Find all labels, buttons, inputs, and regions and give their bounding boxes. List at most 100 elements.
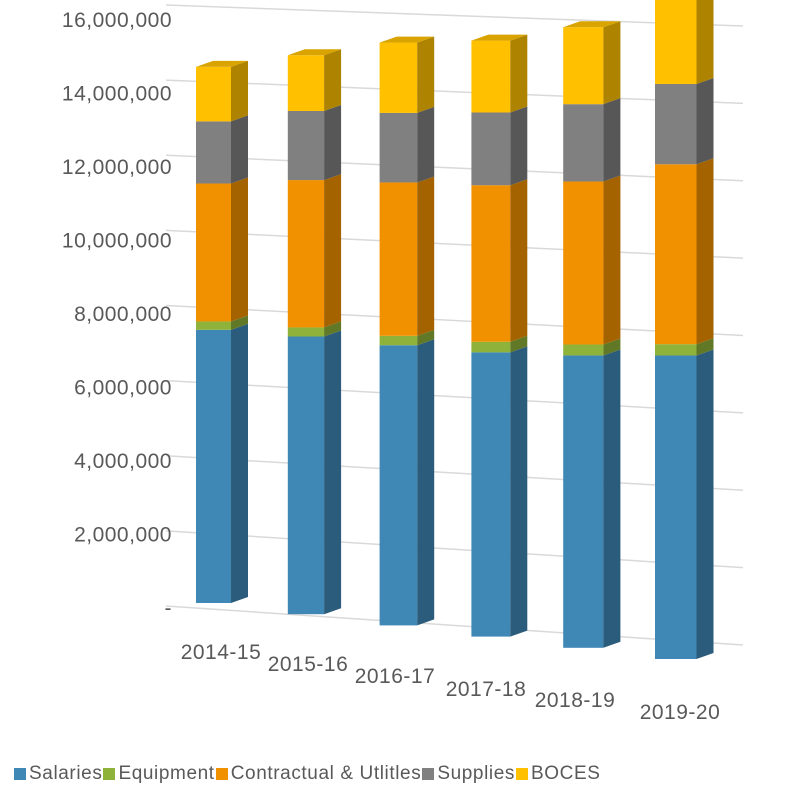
bar-side-face bbox=[603, 175, 621, 345]
bar-front-face bbox=[287, 327, 325, 337]
bar-segment-salaries bbox=[196, 323, 248, 603]
bar-side-face bbox=[324, 104, 342, 181]
bar-front-face bbox=[471, 352, 511, 637]
legend-swatch bbox=[14, 768, 26, 780]
bar-side-face bbox=[510, 346, 528, 637]
legend: Salaries Equipment Contractual & Utlitles S… bbox=[14, 762, 789, 786]
y-tick-label: 4,000,000 bbox=[74, 450, 172, 473]
bar-front-face bbox=[655, 344, 697, 356]
bar-side-face bbox=[231, 177, 248, 322]
y-tick-label: 2,000,000 bbox=[74, 524, 172, 547]
bar-side-face bbox=[417, 106, 435, 183]
bar-side-face bbox=[510, 34, 528, 113]
bar-2019-20 bbox=[655, 0, 714, 659]
legend-item-boces: BOCES bbox=[516, 763, 601, 785]
bar-segment-boces bbox=[287, 49, 342, 111]
bar-segment-boces bbox=[379, 36, 435, 113]
bar-segment-supplies bbox=[196, 115, 248, 184]
bar-front-face bbox=[287, 180, 325, 328]
bar-side-face bbox=[510, 335, 528, 353]
bar-side-face bbox=[231, 315, 248, 330]
bar-front-face bbox=[471, 341, 511, 353]
bar-segment-contractual-utlitles bbox=[471, 179, 528, 342]
x-axis-ticks: 2014-15 2015-16 2016-17 2017-18 2018-19 2019-… bbox=[181, 641, 720, 724]
bar-front-face bbox=[196, 321, 231, 330]
bar-segment-contractual-utlitles bbox=[287, 174, 342, 328]
bar-side-face bbox=[417, 176, 435, 336]
bar-side-face bbox=[231, 323, 248, 603]
x-tick-label: 2018-19 bbox=[535, 689, 616, 712]
legend-label: Contractual & Utlitles bbox=[230, 763, 422, 784]
bar-side-face bbox=[696, 338, 714, 356]
bar-segment-salaries bbox=[379, 339, 435, 626]
x-tick-label: 2016-17 bbox=[355, 665, 436, 688]
bar-front-face bbox=[196, 183, 231, 322]
legend-label: Salaries bbox=[29, 763, 103, 784]
bar-segment-supplies bbox=[379, 106, 435, 183]
bar-side-face bbox=[231, 115, 248, 184]
bar-front-face bbox=[196, 329, 231, 603]
bar-front-face bbox=[655, 355, 697, 659]
y-tick-label: - bbox=[165, 597, 173, 620]
bar-front-face bbox=[379, 182, 418, 336]
legend-item-contractual-utlitles: Contractual & Utlitles bbox=[215, 763, 422, 785]
bar-segment-salaries bbox=[471, 346, 528, 637]
bar-side-face bbox=[696, 349, 714, 659]
bar-segment-contractual-utlitles bbox=[655, 158, 714, 345]
bar-front-face bbox=[563, 344, 604, 356]
bar-front-face bbox=[196, 121, 231, 184]
y-tick-label: 6,000,000 bbox=[74, 377, 172, 400]
bar-side-face bbox=[510, 106, 528, 186]
bar-segment-boces bbox=[471, 34, 528, 113]
bar-segment-contractual-utlitles bbox=[379, 176, 435, 336]
bar-front-face bbox=[287, 336, 325, 615]
bar-side-face bbox=[231, 60, 248, 122]
bar-2017-18 bbox=[471, 34, 528, 637]
legend-item-equipment: Equipment bbox=[103, 763, 214, 785]
legend-swatch bbox=[215, 768, 228, 780]
x-tick-label: 2015-16 bbox=[268, 653, 349, 676]
bar-segment-boces bbox=[196, 60, 248, 122]
bar-side-face bbox=[603, 338, 621, 356]
bar-segment-salaries bbox=[563, 349, 621, 648]
chart-plot: - 2,000,000 4,000,000 6,000,000 8,000,000 10,… bbox=[62, 0, 744, 724]
gridline bbox=[165, 530, 744, 569]
bar-segment-supplies bbox=[563, 98, 621, 182]
bars bbox=[196, 0, 714, 659]
bar-top-face bbox=[471, 34, 528, 41]
bar-side-face bbox=[324, 49, 342, 111]
y-tick-label: 8,000,000 bbox=[74, 303, 172, 326]
bar-2014-15 bbox=[196, 60, 248, 603]
bar-segment-supplies bbox=[655, 77, 714, 165]
bar-front-face bbox=[471, 112, 511, 186]
bar-top-face bbox=[287, 49, 342, 56]
y-tick-label: 10,000,000 bbox=[62, 230, 172, 253]
legend-swatch bbox=[422, 768, 435, 780]
bar-segment-boces bbox=[655, 0, 714, 84]
bar-front-face bbox=[563, 104, 604, 182]
gridline bbox=[165, 79, 744, 105]
bar-front-face bbox=[196, 66, 231, 122]
bar-segment-boces bbox=[563, 21, 621, 105]
x-tick-label: 2017-18 bbox=[446, 678, 527, 701]
bar-side-face bbox=[603, 349, 621, 648]
bar-segment-contractual-utlitles bbox=[563, 175, 621, 345]
bar-side-face bbox=[417, 36, 435, 113]
bar-side-face bbox=[324, 330, 342, 615]
bar-2015-16 bbox=[287, 49, 342, 615]
bar-front-face bbox=[379, 335, 418, 346]
bar-front-face bbox=[379, 345, 418, 626]
bar-front-face bbox=[563, 27, 604, 105]
bar-front-face bbox=[471, 185, 511, 342]
bar-segment-equipment bbox=[379, 329, 435, 346]
legend-label: Supplies bbox=[437, 763, 515, 784]
bar-front-face bbox=[379, 112, 418, 183]
bar-segment-contractual-utlitles bbox=[196, 177, 248, 322]
bar-front-face bbox=[563, 181, 604, 345]
bar-segment-equipment bbox=[196, 315, 248, 330]
bar-segment-salaries bbox=[655, 349, 714, 659]
bar-front-face bbox=[655, 83, 697, 165]
bar-side-face bbox=[417, 339, 435, 626]
bar-front-face bbox=[379, 42, 418, 113]
